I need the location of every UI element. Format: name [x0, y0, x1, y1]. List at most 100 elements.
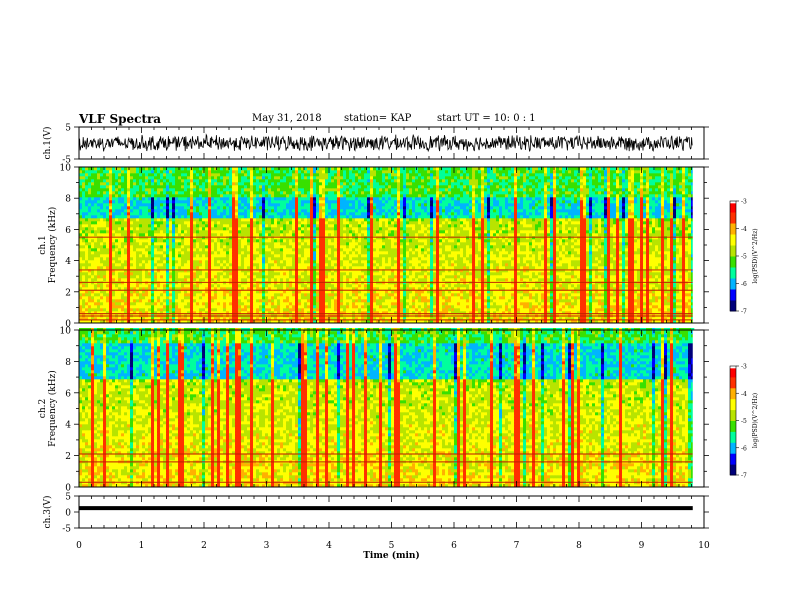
spectrogram-cell [325, 278, 329, 282]
spectrogram-cell [508, 308, 512, 312]
spectrogram-cell [220, 290, 224, 294]
spectrogram-cell [85, 251, 89, 255]
spectrogram-cell [649, 287, 653, 291]
spectrogram-cell [163, 254, 167, 258]
spectrogram-cell [277, 251, 281, 255]
spectrogram-cell [115, 260, 119, 264]
spectrogram-cell [523, 305, 527, 309]
spectrogram-cell [328, 302, 332, 306]
spectrogram-cell [373, 296, 377, 300]
spectrogram-cell [250, 278, 254, 282]
spectrogram-cell [475, 296, 479, 300]
spectrogram-cell [214, 287, 218, 291]
spectrogram-cell [79, 248, 83, 252]
spectrogram-cell [106, 305, 110, 309]
spectrogram-cell [370, 287, 374, 291]
spectrogram-cell [646, 320, 650, 324]
spectrogram-cell [337, 290, 341, 294]
spectrogram-cell [541, 284, 545, 288]
spectrogram-cell [268, 260, 272, 264]
spectrogram-cell [409, 296, 413, 300]
spectrogram-cell [142, 308, 146, 312]
spectrogram-cell [118, 293, 122, 297]
spectrogram-cell [82, 272, 86, 276]
spectrogram-cell [601, 269, 605, 273]
spectrogram-cell [334, 275, 338, 279]
spectrogram-cell [391, 299, 395, 303]
spectrogram-cell [394, 305, 398, 309]
spectrogram-cell [124, 284, 128, 288]
spectrogram-cell [466, 275, 470, 279]
spectrogram-cell [496, 311, 500, 315]
spectrogram-cell [412, 293, 416, 297]
spectrogram-cell [133, 266, 137, 270]
spectrogram-cell [292, 251, 296, 255]
spectrogram-cell [301, 311, 305, 315]
spectrogram-cell [169, 266, 173, 270]
spectrogram-cell [688, 269, 692, 273]
spectrogram-cell [367, 290, 371, 294]
spectrogram-cell [529, 296, 533, 300]
spectrogram-cell [340, 272, 344, 276]
spectrogram-cell [373, 299, 377, 303]
spectrogram-cell [439, 251, 443, 255]
spectrogram-cell [679, 293, 683, 297]
spectrogram-cell [688, 290, 692, 294]
spectrogram-cell [127, 308, 131, 312]
spectrogram-cell [136, 308, 140, 312]
spectrogram-cell [367, 308, 371, 312]
spectrogram-cell [337, 317, 341, 321]
spectrogram-cell [343, 293, 347, 297]
spectrogram-cell [658, 320, 662, 324]
spectrogram-cell [286, 266, 290, 270]
spectrogram-cell [217, 287, 221, 291]
spectrogram-cell [466, 284, 470, 288]
spectrogram-cell [352, 269, 356, 273]
spectrogram-cell [634, 272, 638, 276]
spectrogram-cell [595, 296, 599, 300]
spectrogram-cell [529, 308, 533, 312]
spectrogram-cell [214, 311, 218, 315]
spectrogram-cell [370, 254, 374, 258]
spectrogram-cell [118, 257, 122, 261]
spectrogram-cell [184, 299, 188, 303]
spectrogram-cell [532, 251, 536, 255]
spectrogram-cell [673, 263, 677, 267]
spectrogram-cell [676, 251, 680, 255]
spectrogram-cell [442, 287, 446, 291]
spectrogram-cell [550, 308, 554, 312]
spectrogram-cell [256, 269, 260, 273]
spectrogram-cell [496, 287, 500, 291]
spectrogram-cell [643, 269, 647, 273]
spectrogram-cell [187, 290, 191, 294]
spectrogram-cell [85, 269, 89, 273]
spectrogram-cell [550, 260, 554, 264]
spectrogram-cell [220, 305, 224, 309]
spectrogram-cell [505, 308, 509, 312]
spectrogram-cell [628, 290, 632, 294]
spectrogram-cell [475, 266, 479, 270]
spectrogram-cell [256, 293, 260, 297]
spectrogram-cell [676, 278, 680, 282]
spectrogram-cell [304, 284, 308, 288]
spectrogram-cell [139, 248, 143, 252]
spectrogram-cell [166, 299, 170, 303]
spectrogram-cell [304, 299, 308, 303]
spectrogram-cell [544, 254, 548, 258]
spectrogram-cell [472, 263, 476, 267]
spectrogram-cell [397, 302, 401, 306]
spectrogram-cell [457, 275, 461, 279]
spectrogram-cell [163, 290, 167, 294]
spectrogram-cell [643, 293, 647, 297]
spectrogram-cell [664, 290, 668, 294]
spectrogram-cell [331, 263, 335, 267]
spectrogram-cell [586, 311, 590, 315]
spectrogram-cell [301, 275, 305, 279]
spectrogram-cell [655, 278, 659, 282]
spectrogram-cell [658, 290, 662, 294]
spectrogram-cell [208, 269, 212, 273]
spectrogram-cell [571, 296, 575, 300]
spectrogram-cell [412, 263, 416, 267]
spectrogram-cell [124, 311, 128, 315]
spectrogram-cell [682, 257, 686, 261]
